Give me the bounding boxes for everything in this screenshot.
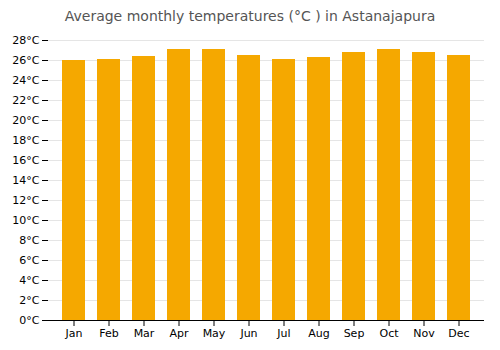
svg-text:8°C: 8°C: [19, 234, 39, 247]
svg-text:Jul: Jul: [276, 327, 290, 340]
svg-text:Sep: Sep: [344, 327, 365, 340]
svg-text:16°C: 16°C: [12, 154, 39, 167]
svg-text:Oct: Oct: [379, 327, 399, 340]
svg-text:6°C: 6°C: [19, 254, 39, 267]
svg-text:4°C: 4°C: [19, 274, 39, 287]
svg-text:Dec: Dec: [448, 327, 469, 340]
svg-text:22°C: 22°C: [12, 94, 39, 107]
html-text:Average monthly temperatures (: Average monthly temperatures (°C ) in As…: [64, 8, 436, 24]
svg-text:10°C: 10°C: [12, 214, 39, 227]
svg-text:Apr: Apr: [169, 327, 189, 340]
svg-text:28°C: 28°C: [12, 34, 39, 47]
svg-text:Nov: Nov: [413, 327, 435, 340]
svg-text:18°C: 18°C: [12, 134, 39, 147]
svg-text:Mar: Mar: [134, 327, 155, 340]
svg-text:20°C: 20°C: [12, 114, 39, 127]
svg-text:Feb: Feb: [99, 327, 118, 340]
svg-text:2°C: 2°C: [19, 294, 39, 307]
svg-text:May: May: [203, 327, 226, 340]
svg-text:12°C: 12°C: [12, 194, 39, 207]
svg-text:Jan: Jan: [65, 327, 83, 340]
svg-text:Jun: Jun: [239, 327, 257, 340]
svg-text:26°C: 26°C: [12, 54, 39, 67]
svg-text:Aug: Aug: [308, 327, 329, 340]
svg-text:24°C: 24°C: [12, 74, 39, 87]
svg-text:14°C: 14°C: [12, 174, 39, 187]
svg-text:0°C: 0°C: [19, 314, 39, 327]
